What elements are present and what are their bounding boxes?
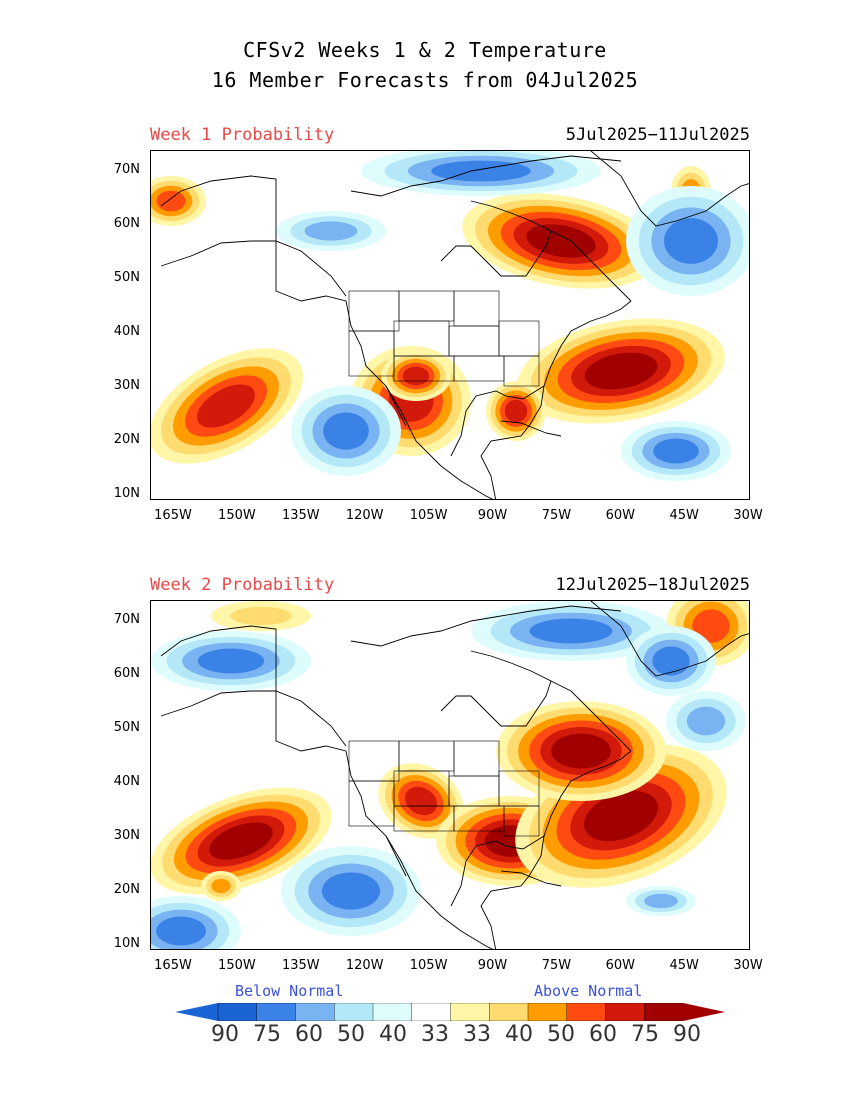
cold-anomaly-tropical-pacific bbox=[151, 896, 241, 949]
colorbar-high-arrow bbox=[683, 1003, 725, 1021]
colorbar-value: 33 bbox=[421, 1022, 449, 1047]
week1-label: Week 1 Probability bbox=[150, 125, 335, 145]
cold-anomaly-arctic bbox=[361, 151, 601, 196]
cold-anomaly-east-pacific bbox=[291, 386, 401, 476]
lon-tick-label: 150W bbox=[218, 958, 256, 973]
lon-tick-label: 135W bbox=[281, 958, 320, 973]
colorbar-segment bbox=[566, 1003, 607, 1021]
lon-tick-label: 75W bbox=[541, 958, 572, 973]
colorbar-segment bbox=[256, 1003, 297, 1021]
cold-anomaly-gulf-of-alaska bbox=[276, 211, 386, 251]
week2-label: Week 2 Probability bbox=[150, 575, 335, 595]
lat-tick-label: 10N bbox=[113, 936, 140, 951]
colorbar-value: 60 bbox=[589, 1022, 617, 1047]
colorbar-value: 90 bbox=[673, 1022, 701, 1047]
warm-anomaly-pacific bbox=[151, 787, 332, 895]
colorbar-segment bbox=[489, 1003, 529, 1021]
colorbar-value: 75 bbox=[631, 1022, 659, 1047]
cold-anomaly-north-atlantic bbox=[666, 691, 746, 751]
week1-dates: 5Jul2025−11Jul2025 bbox=[565, 125, 750, 145]
lon-tick-label: 90W bbox=[477, 508, 508, 523]
coastline-outline bbox=[160, 151, 749, 499]
cold-anomaly-arctic bbox=[471, 601, 671, 661]
week1-map bbox=[150, 150, 750, 500]
probability-field bbox=[151, 601, 749, 949]
lon-tick-label: 90W bbox=[477, 958, 508, 973]
colorbar-segment bbox=[605, 1003, 645, 1021]
colorbar-segment bbox=[527, 1003, 568, 1021]
warm-anomaly-subtropical-atlantic bbox=[517, 318, 725, 424]
warm-anomaly-northeast bbox=[496, 701, 666, 801]
lat-tick-label: 60N bbox=[113, 666, 140, 681]
colorbar-segment bbox=[217, 1003, 258, 1021]
lat-tick-label: 30N bbox=[113, 828, 140, 843]
colorbar-value: 33 bbox=[463, 1022, 491, 1047]
chart-title: CFSv2 Weeks 1 & 2 Temperature bbox=[243, 38, 607, 62]
lon-tick-label: 45W bbox=[669, 958, 699, 973]
lon-tick-label: 105W bbox=[409, 958, 448, 973]
cold-anomaly-central-atlantic bbox=[626, 886, 696, 916]
colorbar-value: 60 bbox=[295, 1022, 323, 1047]
colorbar-segment bbox=[644, 1003, 684, 1021]
week2-map bbox=[150, 600, 750, 950]
lat-tick-label: 20N bbox=[113, 432, 140, 447]
lat-tick-label: 30N bbox=[113, 378, 140, 393]
cold-anomaly-east-pacific bbox=[281, 846, 421, 936]
lat-tick-label: 70N bbox=[113, 612, 140, 627]
state-boundaries bbox=[348, 740, 540, 837]
lat-tick-label: 40N bbox=[113, 324, 140, 339]
colorbar-segment bbox=[334, 1003, 374, 1021]
lon-tick-label: 165W bbox=[154, 508, 192, 523]
lon-tick-label: 105W bbox=[409, 508, 448, 523]
warm-anomaly-hawaii bbox=[201, 871, 241, 901]
warm-anomaly-pacific bbox=[151, 348, 303, 464]
lon-tick-label: 75W bbox=[541, 508, 572, 523]
lon-tick-label: 150W bbox=[218, 508, 256, 523]
colorbar-low-arrow bbox=[175, 1003, 218, 1021]
warm-anomaly-southwest bbox=[381, 351, 451, 401]
lon-tick-label: 30W bbox=[733, 508, 763, 523]
cold-anomaly-labrador-sea bbox=[626, 186, 749, 296]
cold-anomaly-alaska bbox=[151, 631, 311, 691]
lat-tick-label: 50N bbox=[113, 270, 140, 285]
week2-dates: 12Jul2025−18Jul2025 bbox=[555, 575, 750, 595]
colorbar-value: 40 bbox=[379, 1022, 407, 1047]
warm-anomaly-southwest bbox=[378, 763, 464, 839]
lon-tick-label: 45W bbox=[669, 508, 699, 523]
colorbar-segment bbox=[411, 1003, 452, 1021]
lat-tick-label: 20N bbox=[113, 882, 140, 897]
warm-anomaly-bering bbox=[151, 176, 206, 226]
below-normal-label: Below Normal bbox=[235, 982, 344, 1000]
lat-tick-label: 60N bbox=[113, 216, 140, 231]
colorbar-value: 50 bbox=[337, 1022, 365, 1047]
warm-anomaly-arctic bbox=[211, 601, 311, 631]
above-normal-label: Above Normal bbox=[534, 982, 643, 1000]
lon-tick-label: 135W bbox=[281, 508, 320, 523]
colorbar-segment bbox=[295, 1003, 335, 1021]
cold-anomaly-central-atlantic bbox=[621, 421, 731, 481]
lon-tick-label: 165W bbox=[154, 958, 192, 973]
lat-tick-label: 40N bbox=[113, 774, 140, 789]
lon-tick-label: 120W bbox=[345, 508, 384, 523]
lat-tick-label: 10N bbox=[113, 486, 140, 501]
chart-subtitle: 16 Member Forecasts from 04Jul2025 bbox=[211, 68, 639, 92]
lon-tick-label: 30W bbox=[733, 958, 763, 973]
colorbar-value: 50 bbox=[547, 1022, 575, 1047]
lon-tick-label: 120W bbox=[345, 958, 384, 973]
colorbar-value: 90 bbox=[211, 1022, 239, 1047]
probability-field bbox=[151, 151, 749, 499]
colorbar-value: 40 bbox=[505, 1022, 533, 1047]
lon-tick-label: 60W bbox=[605, 958, 635, 973]
lat-tick-label: 50N bbox=[113, 720, 140, 735]
colorbar-segment bbox=[450, 1003, 490, 1021]
color-scale-bar bbox=[175, 1003, 725, 1021]
state-boundaries bbox=[348, 290, 540, 387]
colorbar-segment bbox=[372, 1003, 413, 1021]
colorbar-value: 75 bbox=[253, 1022, 281, 1047]
lat-tick-label: 70N bbox=[113, 162, 140, 177]
lon-tick-label: 60W bbox=[605, 508, 635, 523]
cold-anomaly-labrador-sea bbox=[626, 626, 716, 696]
coastline-outline bbox=[160, 601, 749, 949]
